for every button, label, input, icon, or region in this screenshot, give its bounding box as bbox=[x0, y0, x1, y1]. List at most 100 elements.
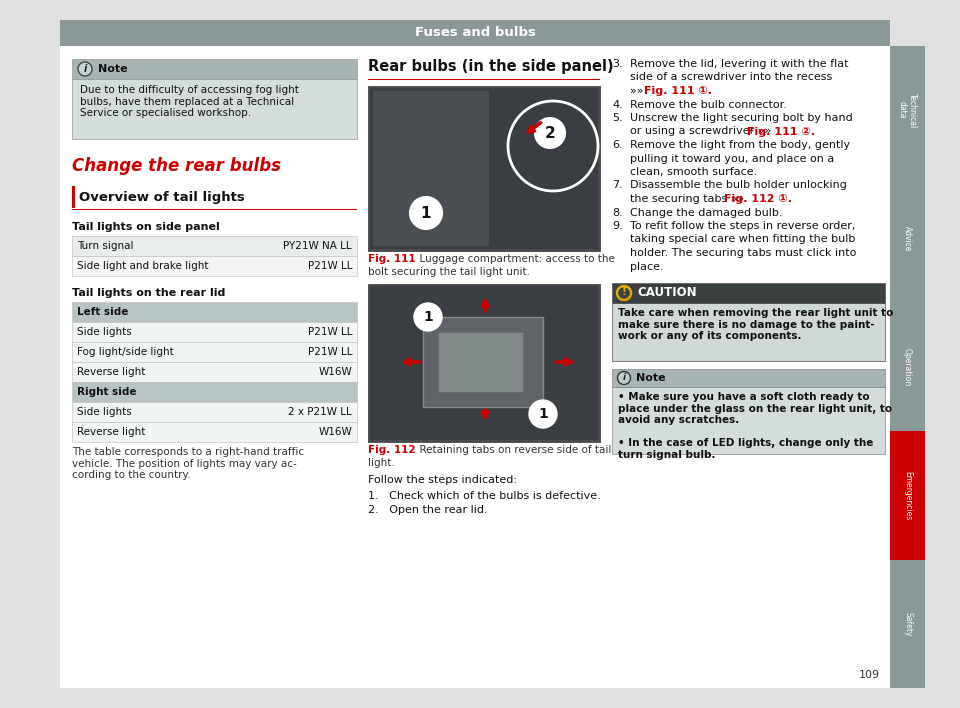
Text: taking special care when fitting the bulb: taking special care when fitting the bul… bbox=[630, 234, 855, 244]
Bar bbox=[72, 79, 357, 139]
Bar bbox=[890, 46, 925, 174]
Bar bbox=[890, 174, 925, 303]
Text: side of a screwdriver into the recess: side of a screwdriver into the recess bbox=[630, 72, 832, 83]
Text: !: ! bbox=[621, 287, 627, 297]
Text: place.: place. bbox=[630, 261, 663, 271]
Text: Turn signal: Turn signal bbox=[77, 241, 133, 251]
Text: 6.: 6. bbox=[612, 140, 623, 150]
Bar bbox=[612, 303, 885, 361]
Bar bbox=[890, 431, 925, 559]
Text: Unscrew the light securing bolt by hand: Unscrew the light securing bolt by hand bbox=[630, 113, 852, 123]
Text: Change the damaged bulb.: Change the damaged bulb. bbox=[630, 207, 782, 217]
Text: Fog light/side light: Fog light/side light bbox=[77, 347, 174, 357]
Text: Emergencies: Emergencies bbox=[903, 471, 912, 520]
Text: Operation: Operation bbox=[903, 348, 912, 386]
Text: clean, smooth surface.: clean, smooth surface. bbox=[630, 167, 757, 177]
Bar bbox=[373, 91, 489, 246]
Text: Remove the bulb connector.: Remove the bulb connector. bbox=[630, 100, 787, 110]
Text: the securing tabs »»: the securing tabs »» bbox=[630, 194, 748, 204]
Bar bbox=[612, 369, 885, 387]
Text: Advice: Advice bbox=[903, 226, 912, 251]
Text: Reverse light: Reverse light bbox=[77, 427, 145, 437]
Text: Right side: Right side bbox=[77, 387, 136, 397]
Text: 4.: 4. bbox=[612, 100, 623, 110]
Circle shape bbox=[410, 197, 442, 229]
Bar bbox=[370, 286, 598, 440]
Text: Fuses and bulbs: Fuses and bulbs bbox=[415, 26, 536, 40]
Bar bbox=[72, 256, 357, 276]
Text: Remove the lid, levering it with the flat: Remove the lid, levering it with the fla… bbox=[630, 59, 849, 69]
Text: P21W LL: P21W LL bbox=[307, 261, 352, 271]
Bar bbox=[368, 79, 600, 80]
Text: 9.: 9. bbox=[612, 221, 623, 231]
Text: Fig. 111 ②.: Fig. 111 ②. bbox=[747, 127, 815, 137]
Text: Change the rear bulbs: Change the rear bulbs bbox=[72, 157, 281, 175]
Text: Fig. 111 ①.: Fig. 111 ①. bbox=[643, 86, 711, 96]
Text: i: i bbox=[622, 374, 626, 382]
Text: P21W LL: P21W LL bbox=[307, 327, 352, 337]
Text: • Make sure you have a soft cloth ready to
place under the glass on the rear lig: • Make sure you have a soft cloth ready … bbox=[618, 392, 892, 460]
Text: The table corresponds to a right-hand traffic
vehicle. The position of lights ma: The table corresponds to a right-hand tr… bbox=[72, 447, 304, 480]
Text: 2: 2 bbox=[544, 125, 556, 140]
Text: Take care when removing the rear light unit to
make sure there is no damage to t: Take care when removing the rear light u… bbox=[618, 308, 894, 341]
Bar bbox=[72, 302, 357, 322]
Text: Rear bulbs (in the side panel): Rear bulbs (in the side panel) bbox=[368, 59, 613, 74]
Bar bbox=[72, 59, 357, 79]
Text: 8.: 8. bbox=[612, 207, 623, 217]
Text: Fig. 112 ①.: Fig. 112 ①. bbox=[725, 194, 793, 204]
Bar bbox=[368, 86, 600, 251]
Text: Side lights: Side lights bbox=[77, 327, 132, 337]
Text: 1: 1 bbox=[420, 205, 431, 220]
Bar bbox=[72, 422, 357, 442]
Text: 3.: 3. bbox=[612, 59, 623, 69]
Text: 7.: 7. bbox=[612, 181, 623, 190]
Text: Overview of tail lights: Overview of tail lights bbox=[79, 190, 245, 203]
Bar bbox=[890, 303, 925, 431]
Text: PY21W NA LL: PY21W NA LL bbox=[283, 241, 352, 251]
Bar bbox=[72, 322, 357, 342]
Text: To refit follow the steps in reverse order,: To refit follow the steps in reverse ord… bbox=[630, 221, 855, 231]
Text: bolt securing the tail light unit.: bolt securing the tail light unit. bbox=[368, 267, 530, 277]
Text: Note: Note bbox=[98, 64, 128, 74]
Text: W16W: W16W bbox=[319, 427, 352, 437]
Text: Remove the light from the body, gently: Remove the light from the body, gently bbox=[630, 140, 851, 150]
Text: Disassemble the bulb holder unlocking: Disassemble the bulb holder unlocking bbox=[630, 181, 847, 190]
Text: Tail lights on side panel: Tail lights on side panel bbox=[72, 222, 220, 232]
Text: Due to the difficulty of accessing fog light
bulbs, have them replaced at a Tech: Due to the difficulty of accessing fog l… bbox=[80, 85, 299, 118]
Circle shape bbox=[535, 118, 565, 148]
Text: P21W LL: P21W LL bbox=[307, 347, 352, 357]
Bar bbox=[60, 20, 890, 46]
Text: pulling it toward you, and place on a: pulling it toward you, and place on a bbox=[630, 154, 834, 164]
Circle shape bbox=[414, 303, 442, 331]
Text: Follow the steps indicated:: Follow the steps indicated: bbox=[368, 475, 517, 485]
Text: Fig. 112: Fig. 112 bbox=[368, 445, 416, 455]
Text: 1: 1 bbox=[423, 310, 433, 324]
Text: Technical
data: Technical data bbox=[898, 93, 917, 128]
Text: 2.   Open the rear lid.: 2. Open the rear lid. bbox=[368, 505, 488, 515]
Text: Reverse light: Reverse light bbox=[77, 367, 145, 377]
Bar bbox=[72, 208, 357, 210]
Text: Note: Note bbox=[636, 373, 665, 383]
Text: 5.: 5. bbox=[612, 113, 623, 123]
Text: 2 x P21W LL: 2 x P21W LL bbox=[288, 407, 352, 417]
Text: Safety: Safety bbox=[903, 612, 912, 636]
Bar bbox=[72, 236, 357, 256]
Text: light.: light. bbox=[368, 458, 395, 468]
Circle shape bbox=[78, 62, 92, 76]
Bar bbox=[370, 88, 598, 249]
Text: or using a screwdriver »»: or using a screwdriver »» bbox=[630, 127, 775, 137]
Text: 109: 109 bbox=[859, 670, 880, 680]
Text: Tail lights on the rear lid: Tail lights on the rear lid bbox=[72, 288, 226, 298]
Bar bbox=[72, 342, 357, 362]
Bar bbox=[368, 284, 600, 442]
Text: CAUTION: CAUTION bbox=[637, 287, 697, 299]
Bar bbox=[72, 402, 357, 422]
Bar bbox=[72, 186, 75, 208]
Text: Left side: Left side bbox=[77, 307, 129, 317]
Bar bbox=[438, 332, 523, 392]
Bar bbox=[72, 362, 357, 382]
Text: W16W: W16W bbox=[319, 367, 352, 377]
Text: Side lights: Side lights bbox=[77, 407, 132, 417]
Text: i: i bbox=[84, 64, 86, 74]
Text: »»: »» bbox=[630, 86, 647, 96]
